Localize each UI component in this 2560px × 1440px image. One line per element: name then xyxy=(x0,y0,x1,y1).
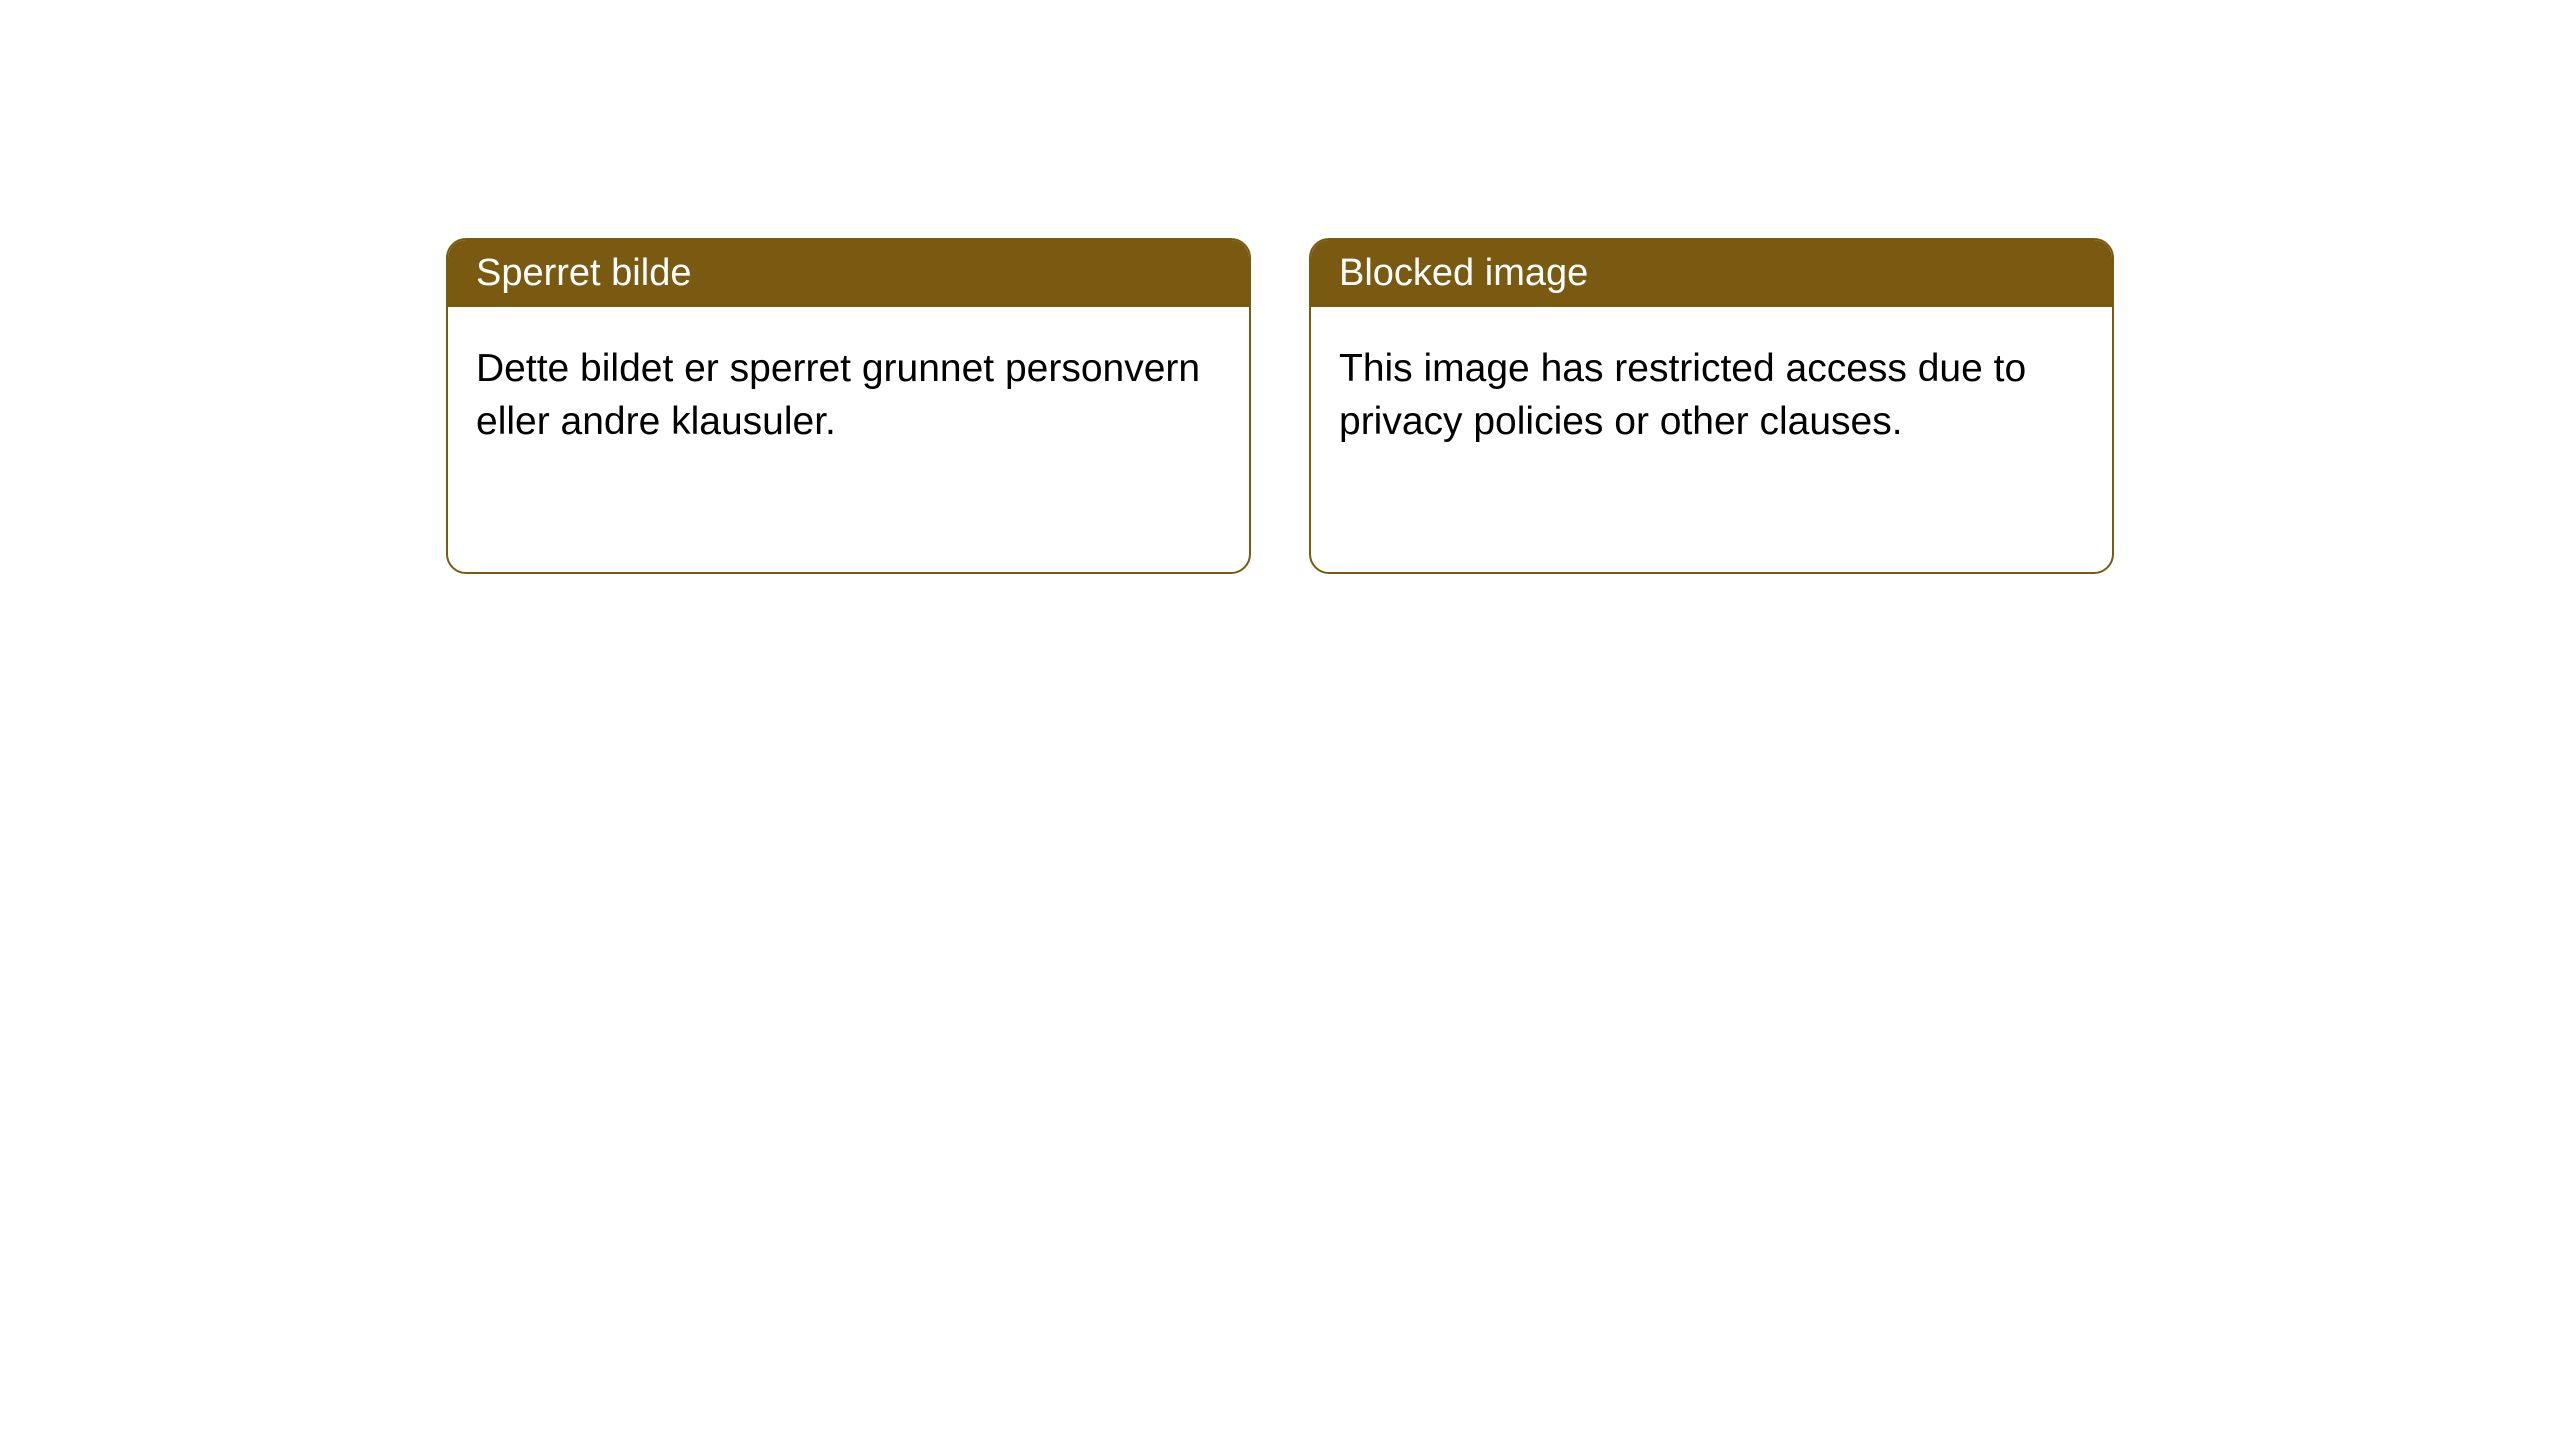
notice-card-norwegian: Sperret bilde Dette bildet er sperret gr… xyxy=(446,238,1251,574)
notice-title-english: Blocked image xyxy=(1311,240,2112,307)
notice-card-english: Blocked image This image has restricted … xyxy=(1309,238,2114,574)
notice-title-norwegian: Sperret bilde xyxy=(448,240,1249,307)
notice-body-english: This image has restricted access due to … xyxy=(1311,307,2112,484)
notice-cards-container: Sperret bilde Dette bildet er sperret gr… xyxy=(446,238,2114,1440)
notice-body-norwegian: Dette bildet er sperret grunnet personve… xyxy=(448,307,1249,484)
